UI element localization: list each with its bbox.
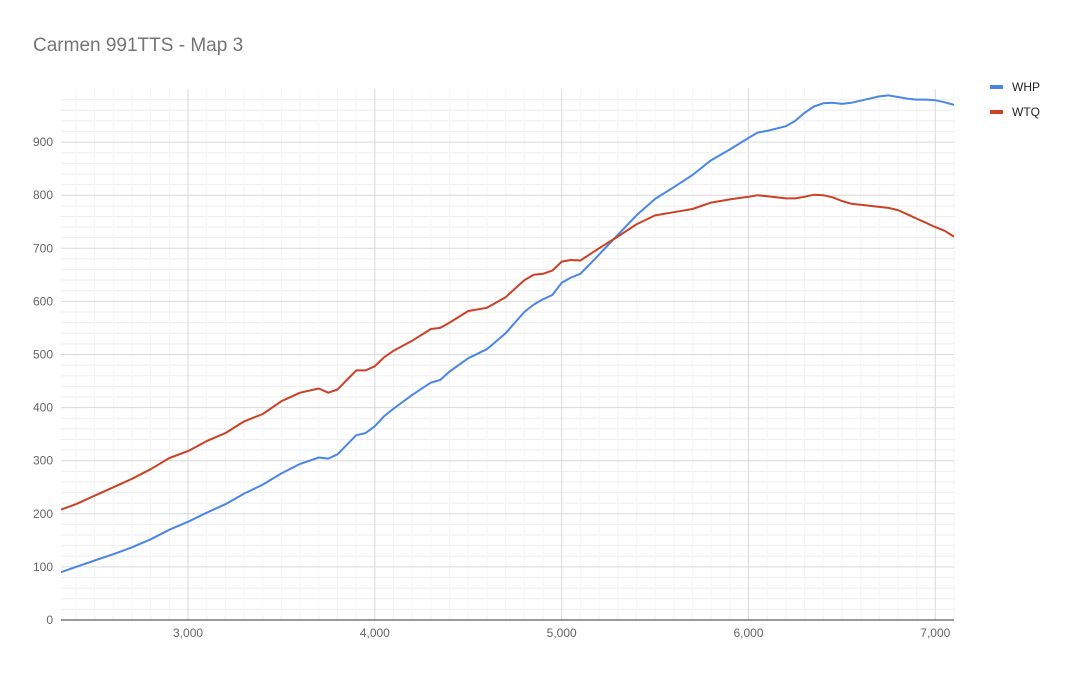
series-lines [60,94,955,574]
y-tick-label: 600 [33,294,53,308]
x-tick-label: 5,000 [547,626,577,640]
y-tick-label: 900 [33,135,53,149]
y-tick-label: 800 [33,188,53,202]
series-line-whp [60,94,955,574]
x-tick-label: 3,000 [173,626,203,640]
major-gridlines [61,89,954,621]
legend-label-wtq: WTQ [1012,105,1040,119]
chart-title: Carmen 991TTS - Map 3 [33,35,244,56]
y-axis-ticks: 0 100 200 300 400 500 600 700 800 900 [33,135,53,627]
y-tick-label: 200 [33,507,53,521]
legend-swatch-whp [990,85,1003,89]
y-tick-label: 700 [33,241,53,255]
x-tick-label: 7,000 [920,626,950,640]
y-tick-label: 0 [46,613,53,627]
legend-label-whp: WHP [1012,80,1040,94]
y-tick-label: 300 [33,454,53,468]
x-axis-ticks: 3,000 4,000 5,000 6,000 7,000 [173,626,951,640]
y-tick-label: 500 [33,348,53,362]
legend-swatch-wtq [990,110,1003,114]
x-tick-label: 4,000 [360,626,390,640]
x-tick-label: 6,000 [733,626,763,640]
series-line-wtq [60,193,955,511]
y-tick-label: 400 [33,401,53,415]
legend: WHP WTQ [990,80,1040,119]
y-tick-label: 100 [33,560,53,574]
